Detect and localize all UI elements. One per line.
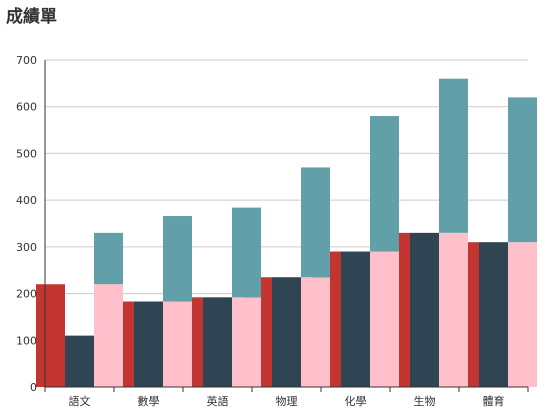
bar (163, 301, 192, 387)
y-tick-label: 600 (16, 101, 37, 114)
y-tick-label: 0 (30, 381, 37, 394)
bar (341, 251, 370, 387)
tick-labels: 0 100 200 300 400 500 600 700 語文 數學 英語 物理 化學 生物 體育 (16, 54, 505, 408)
bar (94, 232, 123, 285)
bar (370, 251, 399, 387)
x-tick-label: 生物 (414, 394, 436, 408)
bar (163, 216, 192, 302)
bar (272, 277, 301, 387)
bar (36, 284, 65, 387)
bar (94, 284, 123, 387)
x-tick-label: 體育 (483, 394, 505, 408)
bar (203, 297, 232, 387)
y-tick-label: 100 (16, 334, 37, 347)
bar (232, 207, 261, 298)
y-tick-label: 700 (16, 54, 37, 67)
axes (44, 60, 529, 392)
y-tick-label: 200 (16, 288, 37, 301)
bar (439, 78, 468, 233)
y-tick-label: 400 (16, 194, 37, 207)
bar (439, 232, 468, 387)
y-tick-label: 300 (16, 241, 37, 254)
x-tick-label: 化學 (345, 394, 367, 408)
bar (508, 242, 537, 387)
bar (134, 301, 163, 387)
x-tick-label: 英語 (207, 394, 229, 408)
x-tick-label: 數學 (138, 395, 160, 408)
bar (410, 232, 439, 387)
bar (479, 242, 508, 387)
bar (232, 297, 261, 387)
bar (301, 167, 330, 278)
chart-title: 成績單 (6, 7, 57, 27)
x-tick-label: 物理 (276, 394, 298, 408)
bar (508, 97, 537, 243)
bar (370, 116, 399, 252)
bar (301, 277, 330, 387)
bars (36, 78, 537, 387)
x-tick-label: 語文 (69, 394, 91, 408)
y-tick-label: 500 (16, 147, 37, 160)
bar (65, 335, 94, 387)
